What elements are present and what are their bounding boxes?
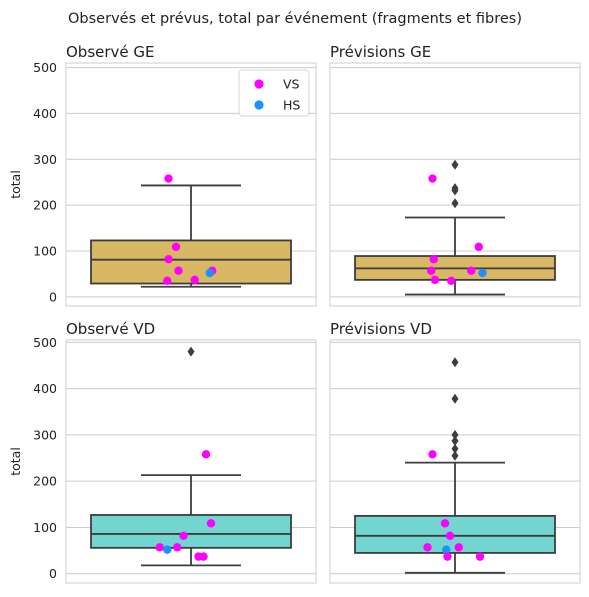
plot-frame: [329, 339, 581, 584]
point-vs: [174, 266, 183, 275]
outlier-marker: [451, 435, 459, 446]
point-vs: [206, 519, 216, 528]
subplot-3: Observé VD 0 100 200 300 400 500 total: [8, 320, 317, 584]
point-vs: [179, 531, 188, 540]
point-vs: [201, 450, 211, 459]
point-vs: [454, 543, 463, 552]
subplot-4: Prévisions VD: [329, 320, 581, 584]
point-hs: [442, 545, 451, 554]
y-tick-label: 300: [33, 152, 57, 167]
point-vs: [155, 543, 164, 552]
outlier-marker: [451, 450, 459, 461]
point-vs: [190, 275, 199, 285]
point-vs: [447, 276, 456, 285]
point-vs: [474, 242, 483, 252]
legend-marker-vs: [254, 79, 264, 89]
legend-label: VS: [283, 77, 300, 92]
legend-label: HS: [283, 98, 300, 113]
y-axis-label: total: [8, 170, 23, 199]
y-tick-label: 500: [33, 335, 57, 350]
point-vs: [428, 174, 437, 183]
figure-title: Observés et prévus, total par événement …: [68, 11, 522, 27]
point-vs: [445, 531, 455, 540]
outlier-marker: [451, 198, 459, 209]
point-vs: [427, 266, 436, 275]
point-vs: [163, 276, 172, 285]
y-tick-label: 100: [33, 520, 57, 535]
outlier-marker: [451, 393, 459, 404]
point-hs: [163, 545, 172, 554]
subplot-title: Observé VD: [66, 320, 155, 338]
point-vs: [443, 552, 452, 561]
subplot-title: Prévisions VD: [330, 320, 432, 338]
point-vs: [164, 174, 173, 183]
y-tick-label: 300: [33, 427, 57, 442]
y-tick-label: 0: [49, 566, 57, 581]
outlier-marker: [451, 185, 459, 196]
plot-frame: [65, 62, 317, 307]
subplot-title: Observé GE: [66, 43, 155, 61]
outlier-marker: [451, 429, 459, 440]
box-iqr: [90, 239, 292, 285]
y-tick-label: 400: [33, 381, 57, 396]
plot-frame: [65, 339, 317, 584]
box-iqr: [90, 514, 292, 549]
subplot-2: Prévisions GE: [329, 43, 581, 307]
point-hs: [205, 268, 214, 278]
point-vs: [429, 255, 438, 264]
point-vs: [467, 266, 476, 275]
outlier-marker: [451, 159, 459, 170]
panels: Observé GE 0 100 200 300 400 500 total VS HS Prévi…: [8, 43, 581, 584]
point-vs: [173, 543, 182, 552]
y-tick-label: 0: [49, 289, 57, 304]
y-tick-label: 100: [33, 243, 57, 258]
y-tick-label: 500: [33, 60, 57, 75]
point-vs: [171, 242, 181, 252]
point-vs: [430, 275, 440, 285]
point-vs: [423, 543, 432, 552]
point-vs: [199, 552, 208, 561]
subplot-title: Prévisions GE: [330, 43, 431, 61]
point-hs: [478, 268, 487, 278]
y-tick-label: 400: [33, 106, 57, 121]
legend-marker-hs: [254, 100, 264, 110]
y-tick-label: 200: [33, 474, 57, 489]
plot-frame: [329, 62, 581, 307]
point-vs: [440, 519, 450, 528]
point-vs: [475, 552, 485, 561]
subplot-1: Observé GE 0 100 200 300 400 500 total VS HS: [8, 43, 317, 307]
point-vs: [164, 255, 173, 264]
outlier-marker: [451, 357, 459, 368]
outlier-marker: [451, 443, 459, 454]
point-vs: [428, 450, 437, 459]
y-tick-label: 200: [33, 198, 57, 213]
y-axis-label: total: [8, 447, 23, 476]
box-iqr: [354, 514, 556, 554]
legend: VS HS: [238, 69, 310, 117]
outlier-marker: [187, 346, 195, 357]
